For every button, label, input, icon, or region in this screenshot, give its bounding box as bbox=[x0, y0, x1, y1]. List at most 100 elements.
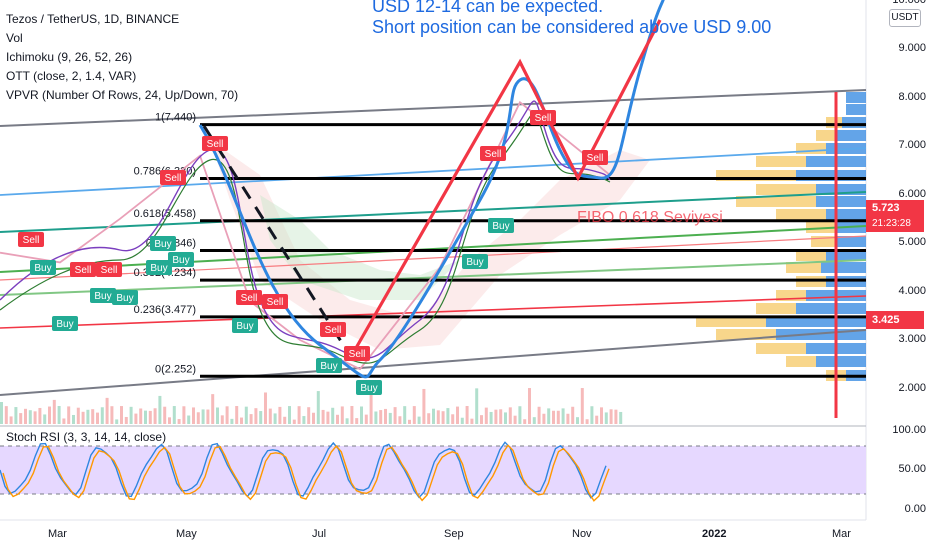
vp-up-bar bbox=[826, 209, 866, 220]
volume-bar bbox=[249, 414, 253, 424]
time-label-nov: Nov bbox=[572, 528, 592, 540]
buy-signal: Buy bbox=[168, 252, 194, 267]
current-price: 5.723 bbox=[872, 202, 900, 214]
sell-signal: Sell bbox=[70, 262, 96, 277]
svg-text:Sell: Sell bbox=[267, 297, 284, 308]
buy-signal: Buy bbox=[356, 380, 382, 395]
vp-up-bar bbox=[766, 316, 866, 327]
volume-bar bbox=[379, 410, 383, 424]
volume-bar bbox=[153, 408, 157, 424]
volume-bar bbox=[600, 407, 603, 424]
volume-bar bbox=[475, 388, 479, 424]
volume-bar bbox=[417, 416, 421, 424]
time-label-mar-2: Mar bbox=[832, 528, 851, 540]
currency-button[interactable]: USDT bbox=[889, 9, 921, 27]
channel-lower bbox=[0, 329, 867, 396]
volume-bar bbox=[33, 411, 37, 424]
vp-down-bar bbox=[796, 143, 826, 154]
volume-bar bbox=[585, 419, 589, 424]
volume-bar bbox=[456, 406, 459, 424]
trend-red-2 bbox=[0, 235, 867, 281]
volume-bar bbox=[206, 409, 210, 424]
volume-bar bbox=[350, 406, 354, 424]
indicator-vpvr[interactable]: VPVR (Number Of Rows, 24, Up/Down, 70) bbox=[6, 88, 239, 102]
stoch-legend[interactable]: Stoch RSI (3, 3, 14, 14, close) bbox=[6, 430, 167, 444]
moving-average-green bbox=[0, 112, 611, 364]
volume-bar bbox=[398, 416, 402, 424]
volume-bar bbox=[384, 408, 387, 424]
volume-bar bbox=[619, 411, 623, 424]
volume-bar bbox=[523, 419, 527, 424]
volume-bar bbox=[494, 409, 498, 424]
buy-signal: Buy bbox=[112, 290, 138, 305]
volume-bar bbox=[240, 417, 243, 424]
volume-bar bbox=[451, 414, 455, 424]
svg-text:Sell: Sell bbox=[75, 265, 92, 276]
volume-bar bbox=[614, 409, 618, 424]
volume-bar bbox=[211, 394, 215, 424]
volume-bar bbox=[120, 406, 123, 424]
volume-bar bbox=[268, 408, 272, 424]
indicator-ott[interactable]: OTT (close, 2, 1.4, VAR) bbox=[6, 69, 137, 83]
volume-bar bbox=[480, 415, 483, 424]
volume-bar bbox=[552, 410, 555, 424]
volume-bar bbox=[187, 415, 191, 424]
vp-down-bar bbox=[716, 329, 776, 340]
volume-bar bbox=[57, 406, 61, 424]
vp-up-bar bbox=[816, 184, 866, 195]
volume-bar bbox=[561, 408, 565, 424]
vp-down-bar bbox=[786, 262, 821, 273]
volume-bar bbox=[360, 406, 363, 424]
vp-down-bar bbox=[816, 130, 836, 141]
symbol-title[interactable]: Tezos / TetherUS, 1D, BINANCE bbox=[6, 12, 180, 26]
vp-up-bar bbox=[836, 236, 866, 247]
volume-bar bbox=[235, 406, 239, 424]
volume-bar bbox=[412, 406, 416, 424]
stoch-tick-0: 0.00 bbox=[904, 503, 926, 515]
price-tick: 2.000 bbox=[898, 381, 926, 394]
svg-text:Sell: Sell bbox=[325, 325, 342, 336]
indicator-ichimoku[interactable]: Ichimoku (9, 26, 52, 26) bbox=[6, 50, 133, 64]
svg-text:Sell: Sell bbox=[207, 139, 224, 150]
ichimoku-cloud bbox=[210, 140, 650, 350]
volume-bar bbox=[254, 408, 258, 424]
svg-text:Sell: Sell bbox=[587, 153, 604, 164]
volume-bar bbox=[182, 406, 186, 424]
volume-bar bbox=[542, 413, 546, 424]
volume-bar bbox=[518, 406, 522, 424]
volume-bar bbox=[499, 409, 503, 424]
price-tick: 3.000 bbox=[898, 333, 926, 345]
volume-bar bbox=[528, 388, 531, 424]
svg-text:Buy: Buy bbox=[56, 319, 73, 330]
sell-signal: Sell bbox=[582, 150, 608, 165]
svg-text:Sell: Sell bbox=[535, 113, 552, 124]
volume-bar bbox=[288, 406, 291, 424]
buy-signal: Buy bbox=[232, 318, 258, 333]
sell-signal: Sell bbox=[236, 290, 262, 305]
price-tick: 9.000 bbox=[898, 42, 926, 54]
vp-up-bar bbox=[821, 262, 866, 273]
volume-bar bbox=[292, 419, 296, 424]
volume-bar bbox=[460, 417, 464, 424]
stoch-band bbox=[0, 446, 866, 494]
volume-bar bbox=[225, 406, 229, 424]
indicator-vol[interactable]: Vol bbox=[6, 31, 23, 45]
volume-bar bbox=[38, 407, 42, 424]
volume-bar bbox=[48, 406, 51, 424]
volume-bar bbox=[158, 395, 162, 424]
chart-legend: Tezos / TetherUS, 1D, BINANCE Vol Ichimo… bbox=[6, 10, 238, 105]
sell-signal: Sell bbox=[344, 346, 370, 361]
volume-bar bbox=[489, 411, 493, 424]
volume-bar bbox=[595, 415, 599, 424]
price-tick: 6.000 bbox=[898, 187, 926, 200]
svg-text:Buy: Buy bbox=[172, 255, 189, 266]
time-label-sep: Sep bbox=[444, 528, 464, 540]
volume-bar bbox=[345, 418, 349, 424]
fibo-note: FIBO 0.618 Seviyesi bbox=[577, 209, 723, 226]
svg-text:Sell: Sell bbox=[485, 149, 502, 160]
buy-signal: Buy bbox=[488, 218, 514, 233]
buy-signal: Buy bbox=[30, 260, 56, 275]
buy-signal: Buy bbox=[90, 288, 116, 303]
volume-bar bbox=[422, 388, 426, 424]
